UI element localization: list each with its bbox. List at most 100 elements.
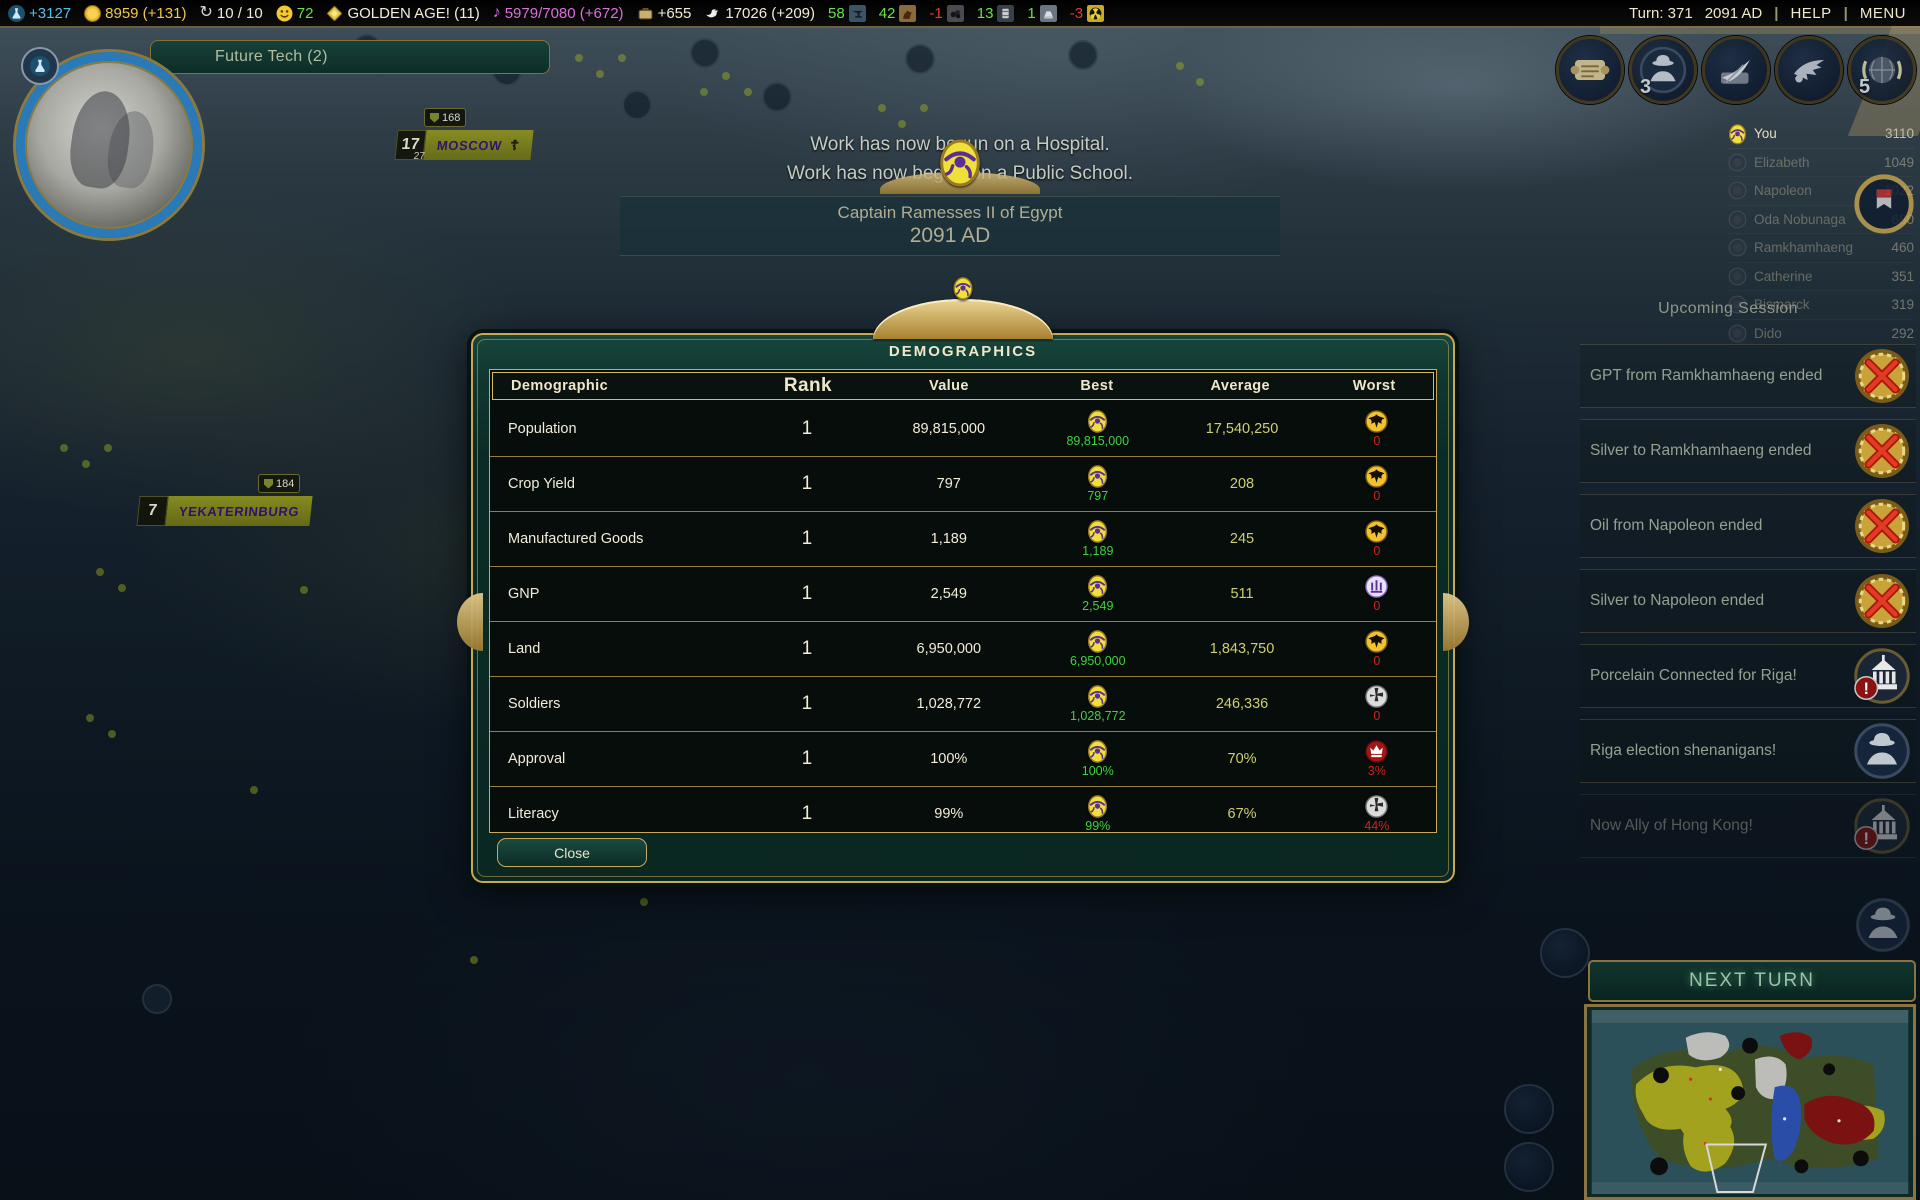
best-civ-icon xyxy=(1086,685,1109,708)
notification-icon[interactable] xyxy=(1852,421,1912,481)
best-civ-icon xyxy=(1086,410,1109,433)
map-dot xyxy=(300,586,308,594)
notification-item[interactable]: Silver to Napoleon ended xyxy=(1580,569,1916,633)
demographic-average: 70% xyxy=(1227,751,1257,767)
overview-button[interactable] xyxy=(1702,36,1770,104)
demographic-average: 17,540,250 xyxy=(1205,421,1279,437)
action-icon[interactable] xyxy=(1540,928,1590,978)
overview-button[interactable]: 5 xyxy=(1848,36,1916,104)
civ-name: You xyxy=(1754,126,1777,142)
demographics-row: Manufactured Goods 1 1,189 1,189 245 0 xyxy=(490,512,1436,567)
overview-button[interactable] xyxy=(1556,36,1624,104)
map-dot xyxy=(118,584,126,592)
demographic-name: GNP xyxy=(508,586,540,602)
scoreboard-row[interactable]: You 3110 xyxy=(1728,120,1914,149)
notification-text: Oil from Napoleon ended xyxy=(1590,516,1763,534)
golden-age-diamond-icon xyxy=(326,5,343,22)
civ-name: Napoleon xyxy=(1754,183,1812,199)
menu-button[interactable]: MENU xyxy=(1859,4,1906,22)
demographic-average: 67% xyxy=(1227,806,1257,822)
best-value: 99% xyxy=(1085,819,1111,833)
best-civ-icon xyxy=(1086,465,1109,488)
demographic-best-cell: 6,950,000 xyxy=(1029,630,1166,668)
best-civ-icon xyxy=(1086,740,1109,763)
globe-icon[interactable] xyxy=(1504,1142,1554,1192)
scoreboard-row[interactable]: Elizabeth 1049 xyxy=(1728,149,1914,177)
worst-civ-icon xyxy=(1365,630,1389,653)
golden-age-value: GOLDEN AGE! (11) xyxy=(347,4,480,22)
notification-item[interactable]: Oil from Napoleon ended xyxy=(1580,494,1916,558)
next-turn-button[interactable]: NEXT TURN xyxy=(1588,960,1916,1002)
turn-announcement-band: Captain Ramesses II of Egypt 2091 AD xyxy=(620,196,1280,256)
column-header-best: Best xyxy=(1080,378,1114,394)
notification-text: Silver to Napoleon ended xyxy=(1590,591,1765,609)
map-dot xyxy=(898,120,906,128)
research-progress-circle[interactable] xyxy=(16,47,202,238)
notification-item[interactable]: Riga election shenanigans! xyxy=(1580,719,1916,783)
map-dot xyxy=(108,730,116,738)
civ-name: Oda Nobunaga xyxy=(1754,211,1846,227)
demographic-rank: 1 xyxy=(801,583,813,604)
map-dot xyxy=(722,72,730,80)
demographic-average: 1,843,750 xyxy=(1209,641,1275,657)
overview-button[interactable]: 3 xyxy=(1629,36,1697,104)
resource-indicator: 42 xyxy=(879,4,917,22)
unit-flag[interactable] xyxy=(142,984,172,1014)
spy-icon[interactable] xyxy=(1854,896,1912,954)
scoreboard-row[interactable]: Bismarck 319 xyxy=(1728,291,1914,320)
scoreboard-row[interactable]: Dido 292 xyxy=(1728,320,1914,348)
help-button[interactable]: HELP xyxy=(1790,4,1832,22)
demographic-average: 245 xyxy=(1229,531,1255,547)
egypt-civ-icon xyxy=(952,277,975,300)
unit-flag[interactable] xyxy=(690,38,720,68)
demographic-average: 208 xyxy=(1229,476,1255,492)
notification-item[interactable]: GPT from Ramkhamhaeng ended xyxy=(1580,344,1916,408)
session-medal-icon[interactable] xyxy=(1852,172,1916,236)
unit-flag[interactable] xyxy=(622,90,652,120)
notification-item[interactable]: Porcelain Connected for Riga! ! xyxy=(1580,644,1916,708)
research-banner[interactable]: Future Tech (2) xyxy=(150,40,550,74)
scoreboard-row[interactable]: Ramkhamhaeng 460 xyxy=(1728,234,1914,263)
notification-item[interactable]: Silver to Ramkhamhaeng ended xyxy=(1580,419,1916,483)
moscow-defense-value: 168 xyxy=(442,111,461,124)
scoreboard-row[interactable]: Catherine 351 xyxy=(1728,263,1914,291)
civ-icon xyxy=(1728,238,1747,257)
gold-indicator: 8959 (+131) xyxy=(84,4,186,22)
demographics-dialog: DEMOGRAPHICS Demographic Rank Value Best… xyxy=(457,277,1469,883)
demographic-worst-cell: 44% xyxy=(1318,795,1436,833)
demographic-name: Population xyxy=(508,421,577,437)
notification-icon[interactable]: ! xyxy=(1852,646,1912,706)
unit-flag[interactable] xyxy=(1068,40,1098,70)
notification-icon[interactable]: ! xyxy=(1852,796,1912,856)
demographic-value: 89,815,000 xyxy=(912,421,986,437)
notification-icon[interactable] xyxy=(1852,496,1912,556)
best-civ-icon xyxy=(1086,575,1109,598)
column-header-average: Average xyxy=(1210,378,1271,394)
world-map[interactable]: Future Tech (2) 168 17 27 MOSCOW ☦ 184 xyxy=(0,26,1920,1200)
overview-button[interactable] xyxy=(1775,36,1843,104)
social-policy-icon[interactable] xyxy=(1504,1084,1554,1134)
demographic-average: 511 xyxy=(1230,586,1254,602)
minimap[interactable] xyxy=(1584,1004,1916,1200)
best-civ-icon xyxy=(1086,630,1109,653)
close-button[interactable]: Close xyxy=(497,838,647,867)
map-dot xyxy=(744,88,752,96)
notification-icon[interactable] xyxy=(1852,346,1912,406)
svg-text:!: ! xyxy=(1864,680,1870,698)
worst-civ-icon xyxy=(1365,795,1389,818)
notification-text: Porcelain Connected for Riga! xyxy=(1590,666,1797,684)
notification-item[interactable]: Now Ally of Hong Kong! ! xyxy=(1580,794,1916,858)
demographic-name: Approval xyxy=(508,751,566,767)
resource-icon xyxy=(1039,4,1057,22)
worst-value: 3% xyxy=(1367,764,1386,778)
notification-icon[interactable] xyxy=(1852,721,1912,781)
supply-value: 10 / 10 xyxy=(216,4,263,22)
moscow-defense-badge: 168 xyxy=(424,108,467,127)
notification-icon[interactable] xyxy=(1852,571,1912,631)
resource-count: 13 xyxy=(976,4,994,22)
civ-icon xyxy=(1728,153,1747,172)
yekaterinburg-city-banner[interactable]: 7 YEKATERINBURG xyxy=(136,496,313,526)
unit-flag[interactable] xyxy=(762,82,792,112)
unit-flag[interactable] xyxy=(905,44,935,74)
